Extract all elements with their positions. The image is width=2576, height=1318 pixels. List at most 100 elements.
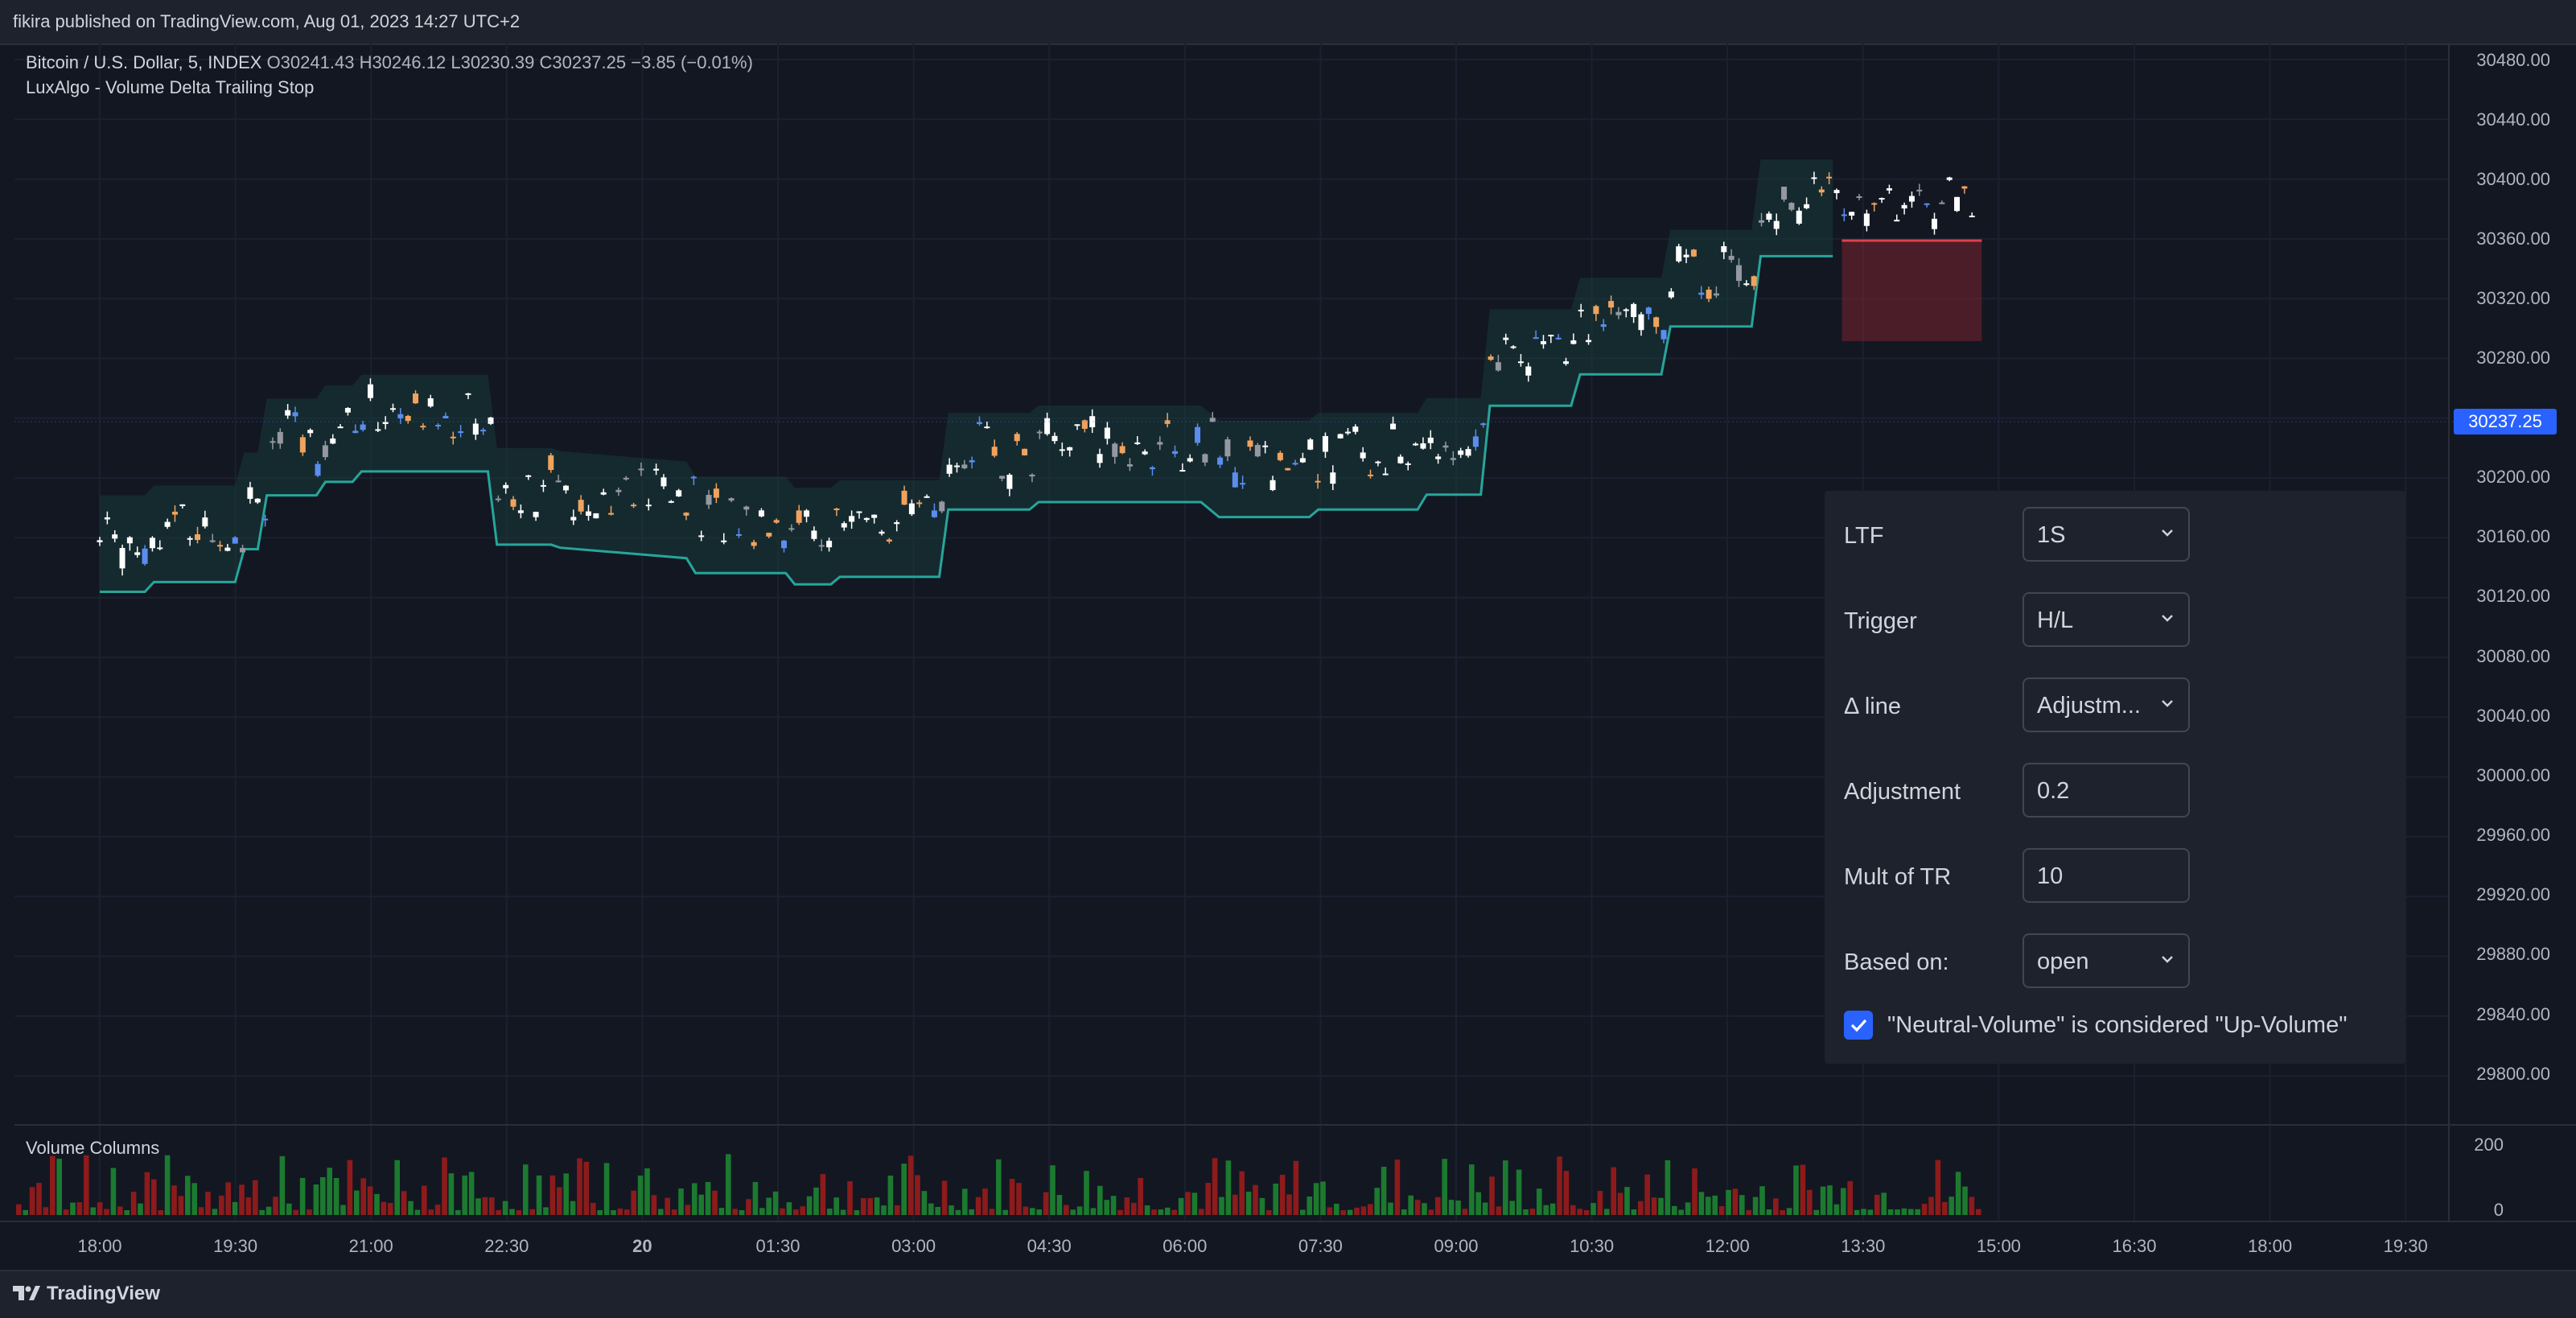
volume-column	[171, 1185, 177, 1215]
legend-low: L30230.39	[451, 52, 535, 72]
volume-column	[975, 1196, 981, 1215]
volume-column	[1563, 1171, 1570, 1215]
candle-body	[638, 468, 644, 471]
volume-column	[1293, 1160, 1299, 1215]
candle-body	[683, 513, 689, 516]
candle-body	[1517, 361, 1524, 364]
candle-body	[495, 498, 501, 500]
volume-column	[1097, 1185, 1103, 1215]
volume-column	[854, 1209, 860, 1215]
candle-body	[1788, 203, 1795, 210]
volume-column	[1076, 1206, 1083, 1215]
volume-column	[1969, 1196, 1975, 1215]
candle-body	[931, 510, 937, 517]
volume-column	[1726, 1189, 1731, 1215]
candle-body	[307, 430, 314, 434]
volume-column	[949, 1205, 954, 1215]
volume-column	[1712, 1195, 1718, 1215]
volume-column	[110, 1168, 117, 1215]
tradingview-logo[interactable]: TradingView	[13, 1283, 160, 1305]
legend-indicator[interactable]: LuxAlgo - Volume Delta Trailing Stop	[26, 77, 315, 97]
candle-body	[472, 423, 479, 435]
price-tick-label: 29800.00	[2476, 1064, 2550, 1084]
volume-column	[1935, 1159, 1941, 1215]
time-tick-label: 01:30	[755, 1236, 800, 1256]
setting-label: Trigger	[1844, 608, 1917, 634]
volume-column	[414, 1209, 421, 1215]
candle-body	[1570, 340, 1577, 344]
volume-column	[374, 1193, 380, 1215]
neutral-volume-checkbox[interactable]	[1844, 1011, 1873, 1040]
candle-body	[1510, 346, 1516, 348]
volume-column	[692, 1183, 697, 1215]
based-on-select[interactable]: open	[2023, 933, 2190, 988]
mult-tr-input[interactable]: 10	[2023, 848, 2190, 903]
chart-legend: Bitcoin / U.S. Dollar, 5, INDEX O30241.4…	[26, 50, 753, 100]
delta-line-select[interactable]: Adjustm...	[2023, 678, 2190, 732]
candle-body	[458, 431, 464, 434]
price-tick-label: 30400.00	[2476, 169, 2550, 189]
candle-body	[149, 537, 155, 549]
candle-body	[1826, 176, 1833, 179]
candle-body	[953, 465, 960, 467]
input-value: 0.2	[2037, 778, 2070, 804]
volume-column	[1388, 1202, 1393, 1215]
candle-body	[1668, 291, 1674, 298]
time-tick-label: 18:00	[2248, 1236, 2292, 1256]
candle-body	[1924, 203, 1930, 205]
candle-body	[187, 537, 193, 540]
volume-column	[1178, 1197, 1184, 1215]
volume-column	[1698, 1192, 1705, 1215]
volume-column	[1442, 1159, 1447, 1215]
candle-body	[209, 540, 216, 542]
volume-column	[1002, 1209, 1008, 1215]
volume-column	[117, 1206, 123, 1215]
volume-column	[1624, 1187, 1630, 1215]
volume-column	[347, 1159, 353, 1215]
candle-body	[1578, 309, 1584, 311]
volume-column	[523, 1164, 529, 1215]
candle-body	[1427, 437, 1434, 443]
volume-column	[941, 1180, 948, 1215]
volume-column	[144, 1172, 150, 1215]
volume-column	[388, 1202, 393, 1215]
candle-body	[555, 480, 562, 483]
volume-column	[1557, 1156, 1562, 1215]
candle-body	[751, 542, 757, 546]
candle-body	[894, 522, 900, 525]
candle-body	[1322, 435, 1328, 452]
time-tick-label: 03:00	[891, 1236, 936, 1256]
candle-body	[277, 431, 283, 444]
candle-body	[660, 477, 667, 487]
ltf-select[interactable]: 1S	[2023, 507, 2190, 562]
candle-body	[450, 436, 456, 439]
volume-column	[185, 1176, 191, 1215]
candle-body	[1939, 202, 1945, 204]
time-tick-label: 04:30	[1027, 1236, 1072, 1256]
volume-column	[1104, 1200, 1109, 1215]
legend-symbol[interactable]: Bitcoin / U.S. Dollar, 5, INDEX	[26, 52, 262, 72]
volume-column	[1016, 1183, 1022, 1215]
candle-body	[833, 509, 840, 511]
candle-body	[1766, 213, 1772, 220]
candle-body	[1337, 434, 1344, 439]
candle-body	[1833, 190, 1840, 194]
candle-body	[360, 424, 366, 430]
candle-body	[330, 438, 336, 444]
volume-column	[820, 1174, 826, 1215]
volume-column	[124, 1209, 130, 1215]
volume-column	[1374, 1188, 1380, 1215]
volume-column	[901, 1164, 907, 1215]
candle-body	[367, 384, 373, 398]
volume-pane-label[interactable]: Volume Columns	[26, 1138, 160, 1158]
trigger-select[interactable]: H/L	[2023, 592, 2190, 647]
publisher-bar: fikira published on TradingView.com, Aug…	[0, 0, 2576, 45]
time-tick-label: 18:00	[77, 1236, 121, 1256]
volume-column	[1273, 1183, 1278, 1215]
adjustment-input[interactable]: 0.2	[2023, 763, 2190, 818]
price-tick-label: 30440.00	[2476, 109, 2550, 130]
candle-body	[533, 512, 539, 517]
tradingview-logo-icon	[13, 1286, 40, 1300]
candle-body	[1232, 472, 1238, 488]
candle-body	[548, 455, 554, 471]
